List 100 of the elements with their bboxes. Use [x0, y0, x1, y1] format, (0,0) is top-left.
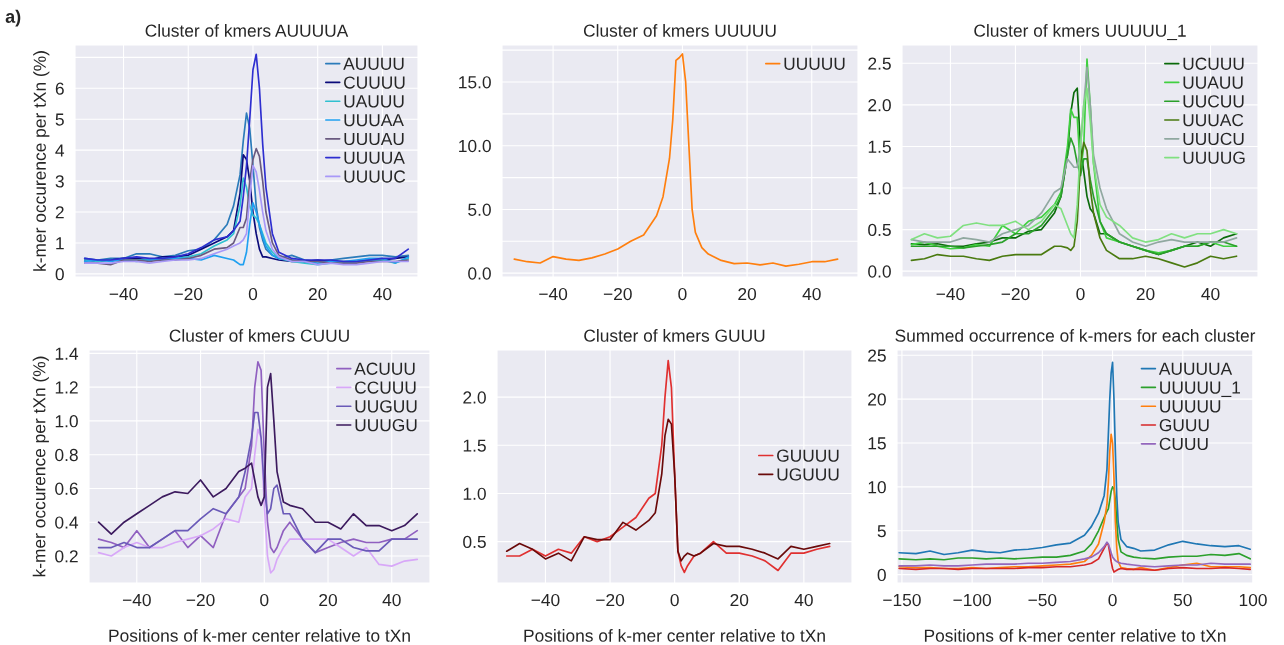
legend-label: UAUUU: [344, 95, 404, 108]
y-tick-label: 0.5: [868, 223, 891, 237]
x-tick-label: −40: [122, 593, 151, 607]
legend-label: UUUUU_1: [1160, 381, 1240, 397]
legend-label: CCUUU: [355, 381, 416, 394]
line-series: [898, 433, 1252, 572]
y-tick-label: 0.0: [868, 265, 891, 278]
x-tick-label: −40: [539, 287, 568, 301]
legend-label: GUUUU: [777, 449, 839, 462]
y-tick-label: 5.0: [468, 203, 491, 216]
chart-title: Cluster of kmers GUUU: [584, 329, 765, 342]
y-tick-label: 20: [868, 393, 886, 406]
x-tick-label: 40: [802, 287, 821, 301]
line-series: [97, 411, 419, 554]
y-tick-label: 2.5: [868, 57, 891, 70]
x-tick-label: 40: [1201, 287, 1220, 301]
x-tick-label: −40: [531, 593, 560, 607]
y-tick-label: 0: [877, 568, 886, 582]
legend-label: UUUUC: [344, 170, 406, 183]
y-axis-title: k-mer occurence per tXn (%): [32, 356, 49, 577]
x-tick-label: 0: [1108, 593, 1117, 607]
y-tick-label: 1.5: [868, 140, 891, 153]
x-tick-label: 0: [260, 593, 269, 607]
x-tick-label: 40: [382, 593, 401, 607]
legend-label: UUUCU: [1183, 132, 1244, 146]
legend-label: CUUUU: [344, 76, 405, 89]
y-tick-label: 6: [55, 82, 64, 95]
y-tick-label: 0.6: [55, 482, 78, 495]
y-tick-label: 0.2: [55, 550, 78, 563]
x-tick-label: 0: [1076, 287, 1085, 301]
x-tick-label: −100: [953, 593, 992, 607]
y-tick-label: 10: [868, 481, 886, 494]
x-tick-label: 0: [248, 287, 258, 301]
x-axis-title: Positions of k-mer center relative to tXn: [924, 629, 1226, 642]
legend-label: UUUUA: [344, 151, 405, 164]
chart-title: Cluster of kmers UUUUU: [583, 24, 776, 37]
y-tick-label: 15: [868, 437, 886, 450]
y-tick-label: 1.0: [55, 415, 78, 428]
y-tick-label: 5: [55, 113, 64, 126]
x-tick-label: 0: [678, 287, 687, 301]
chart-title: Summed occurrence of k-mers for each cluster: [895, 329, 1256, 342]
x-tick-label: 40: [794, 593, 813, 607]
y-tick-label: 25: [868, 349, 886, 362]
x-tick-label: 20: [319, 593, 337, 607]
x-tick-label: 100: [1239, 593, 1267, 607]
x-tick-label: −20: [1001, 287, 1030, 301]
y-tick-label: 0.0: [468, 267, 491, 280]
y-tick-label: 0.8: [55, 448, 78, 462]
legend-label: UUUAU: [344, 132, 404, 146]
legend-label: GUUU: [1159, 418, 1209, 432]
x-tick-label: 50: [1173, 593, 1192, 607]
x-axis-title: Positions of k-mer center relative to tXn: [109, 629, 410, 642]
x-axis-title: Positions of k-mer center relative to tXn: [524, 629, 825, 642]
y-tick-label: 2: [55, 206, 64, 219]
x-tick-label: −20: [186, 593, 215, 607]
x-tick-label: 20: [730, 593, 749, 607]
chart-title: Cluster of kmers AUUUUA: [145, 24, 349, 37]
y-tick-label: 2.0: [868, 99, 891, 112]
text: a): [5, 9, 21, 27]
y-tick-label: 15.0: [459, 76, 491, 89]
legend-label: UUUAC: [1183, 113, 1244, 127]
y-tick-label: 4: [55, 144, 65, 157]
x-tick-label: 20: [738, 287, 757, 301]
x-tick-label: −40: [936, 287, 965, 301]
legend-label: UUUUU: [784, 57, 845, 70]
y-tick-label: 2.0: [463, 391, 486, 404]
legend-label: AUUUUA: [1158, 362, 1233, 375]
y-tick-label: 0.4: [55, 516, 79, 529]
y-tick-label: 1: [56, 237, 64, 250]
x-tick-label: −20: [603, 287, 632, 301]
y-tick-label: 1.2: [55, 381, 78, 394]
legend-label: UCUUU: [1183, 57, 1244, 70]
y-tick-label: 1.4: [55, 347, 79, 360]
y-tick-label: 5: [877, 525, 886, 538]
legend-label: CUUU: [1159, 437, 1208, 451]
y-axis-title: k-mer occurence per tXn (%): [33, 51, 50, 271]
legend-label: UUUGU: [355, 418, 417, 432]
x-tick-label: −150: [883, 593, 921, 607]
legend-label: UGUUU: [777, 468, 839, 481]
x-tick-label: 20: [308, 287, 327, 301]
legend-label: UUUUU: [1160, 400, 1221, 413]
x-tick-label: −50: [1028, 593, 1057, 607]
y-tick-label: 1.5: [463, 439, 486, 452]
chart-title: Cluster of kmers CUUU: [169, 329, 349, 342]
y-tick-label: 10.0: [459, 139, 491, 153]
y-tick-label: 0: [55, 268, 64, 281]
x-tick-label: 20: [1136, 287, 1155, 301]
x-tick-label: −20: [596, 593, 625, 607]
line-series: [83, 53, 410, 263]
y-tick-label: 1.0: [463, 487, 486, 500]
legend-label: UUGUU: [355, 400, 417, 413]
legend-label: ACUUU: [354, 362, 415, 375]
line-series: [898, 361, 1252, 556]
line-series: [898, 486, 1252, 561]
y-tick-label: 1.0: [868, 182, 891, 195]
legend-label: UUUAA: [344, 114, 404, 127]
x-tick-label: 0: [670, 593, 679, 607]
legend-label: UUCUU: [1183, 95, 1244, 108]
legend-label: UUUUG: [1183, 151, 1245, 164]
x-tick-label: −40: [109, 287, 138, 301]
